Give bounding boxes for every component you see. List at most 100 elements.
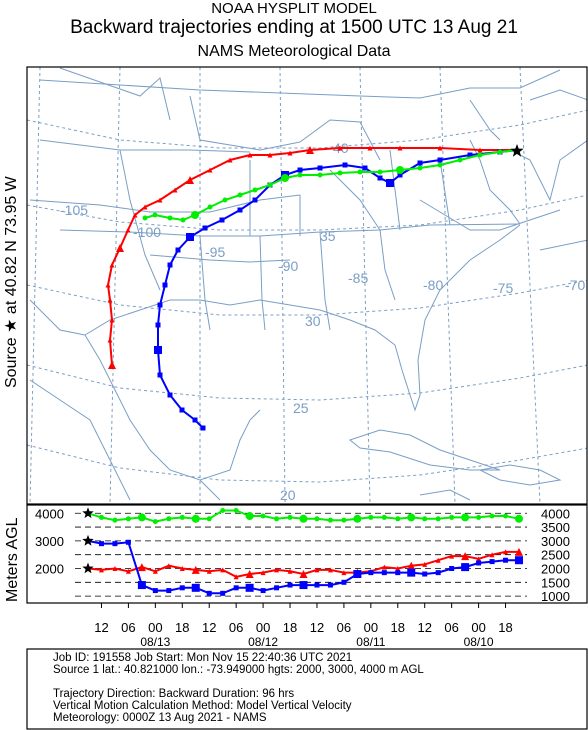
map-trajectory-marker <box>477 152 483 158</box>
map-trajectory-marker <box>397 172 403 178</box>
meters-agl-label: Meters AGL <box>4 517 21 602</box>
map-trajectory-marker <box>252 197 258 203</box>
profile-point <box>341 579 347 585</box>
profile-point <box>98 541 104 547</box>
profile-point <box>98 514 104 520</box>
profile-point <box>381 564 387 570</box>
profile-point <box>341 570 347 576</box>
profile-point <box>476 514 482 520</box>
map-trajectory-marker <box>155 322 161 328</box>
lat-label: 25 <box>293 400 309 416</box>
profile-point <box>206 568 212 574</box>
profile-point <box>179 565 185 571</box>
profile-point <box>125 539 131 545</box>
map-frame <box>26 66 588 505</box>
profile-point <box>476 560 482 566</box>
profile-point <box>166 588 172 594</box>
profile-point <box>503 513 509 519</box>
profile-point <box>381 514 387 520</box>
profile-point <box>152 588 158 594</box>
profile-point <box>274 516 280 522</box>
x-tick-label: 06 <box>337 620 351 635</box>
profile-point <box>299 514 308 523</box>
map-trajectory-marker <box>437 145 443 151</box>
x-tick-label: 00 <box>256 620 270 635</box>
profile-point <box>299 570 308 579</box>
map-trajectory-marker <box>157 302 163 308</box>
x-tick-label: 06 <box>121 620 135 635</box>
profile-point <box>395 570 401 576</box>
map-trajectory-marker <box>132 212 138 218</box>
trajectory-paths <box>105 144 524 431</box>
info-line-4: Vertical Motion Calculation Method: Mode… <box>53 700 352 712</box>
profile-series <box>82 507 523 596</box>
profile-point <box>489 513 495 519</box>
map-trajectory-marker <box>306 146 314 154</box>
title-line-1: NOAA HYSPLIT MODEL <box>211 0 377 17</box>
profile-point <box>137 581 146 590</box>
profile-point <box>327 567 333 573</box>
x-tick-label: 12 <box>417 620 431 635</box>
start-height-star-icon <box>82 534 94 546</box>
title-line-2: Backward trajectories ending at 1500 UTC… <box>70 17 518 38</box>
info-line-2: Source 1 lat.: 40.821000 lon.: -73.94900… <box>53 664 424 676</box>
profile-point <box>274 567 280 573</box>
right-axis-tick-label: 3500 <box>541 520 570 535</box>
map-trajectory-marker <box>207 167 213 173</box>
map-trajectory-marker <box>281 174 289 182</box>
map-trajectory-marker <box>267 182 273 188</box>
x-tick-label: 12 <box>202 620 216 635</box>
profile-point <box>206 590 212 596</box>
x-tick-label: 18 <box>175 620 189 635</box>
map-trajectory-marker <box>180 217 186 223</box>
map-trajectory-marker <box>397 145 403 151</box>
profile-point <box>341 517 347 523</box>
map-trajectory-marker <box>157 197 163 203</box>
profile-point <box>489 552 495 558</box>
map-trajectory-marker <box>157 372 163 378</box>
map-trajectory-marker <box>192 417 198 423</box>
profile-point <box>327 517 333 523</box>
map-trajectory-marker <box>109 317 115 323</box>
date-label: 08/11 <box>356 635 385 649</box>
profile-point <box>98 567 104 573</box>
profile-frame <box>26 504 588 604</box>
profile-point <box>515 556 523 565</box>
map-trajectory-marker <box>467 152 473 158</box>
x-tick-label: 06 <box>444 620 458 635</box>
profile-point <box>515 514 523 523</box>
map-trajectory-marker <box>437 162 443 168</box>
map-trajectory-marker <box>207 204 213 210</box>
map-trajectory-marker <box>191 211 199 219</box>
x-tick-label: 00 <box>148 620 162 635</box>
x-tick-label: 00 <box>364 620 378 635</box>
map-borders <box>29 67 587 501</box>
lon-label: -70 <box>565 277 585 293</box>
profile-point <box>368 514 374 520</box>
profile-point <box>435 570 441 576</box>
x-tick-label: 18 <box>498 620 512 635</box>
source-label: Source ★ at 40.82 N 73.95 W <box>3 175 20 388</box>
map-trajectory-marker <box>377 175 383 181</box>
map-trajectory-marker <box>396 166 404 174</box>
map-trajectory-marker <box>167 392 173 398</box>
profile-point <box>407 568 416 577</box>
profile-point <box>220 508 226 514</box>
profile-point <box>112 541 118 547</box>
map-trajectory-marker <box>200 425 206 431</box>
map-trajectory-marker <box>125 227 131 233</box>
map-trajectory-marker <box>108 361 116 369</box>
lon-label: -90 <box>278 258 298 274</box>
profile-point <box>260 570 266 576</box>
map-background <box>27 67 587 504</box>
profile-point <box>260 513 266 519</box>
lat-label: 30 <box>305 313 321 329</box>
map-trajectory-marker <box>219 217 225 223</box>
profile-point <box>461 563 470 572</box>
profile-point <box>233 585 239 591</box>
source-star-icon <box>510 144 524 157</box>
profile-point <box>435 516 441 522</box>
map-trajectory-marker <box>457 157 463 163</box>
profile-point <box>368 570 374 576</box>
map-trajectory-marker <box>105 282 111 288</box>
